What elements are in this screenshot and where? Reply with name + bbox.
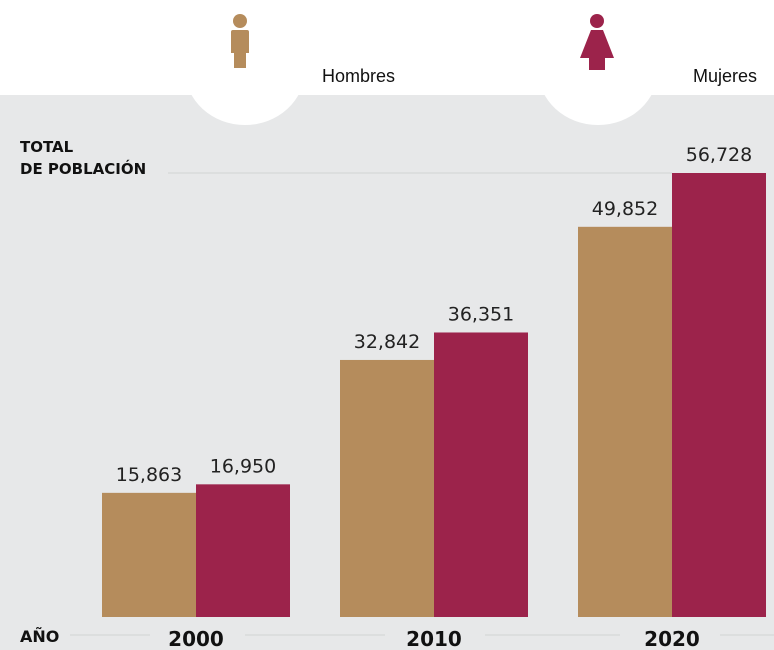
bar-mujeres-2010 xyxy=(434,332,528,617)
bar-hombres-2000 xyxy=(102,492,196,617)
value-labels-group: 15,863 16,950 32,842 36,351 49,852 56,728 xyxy=(116,144,752,486)
value-label-hombres-2000: 15,863 xyxy=(116,464,182,486)
legend-label-hombres: Hombres xyxy=(322,66,395,86)
x-tick-label-2010: 2010 xyxy=(406,627,462,650)
value-label-hombres-2020: 49,852 xyxy=(592,198,658,220)
x-tick-label-2020: 2020 xyxy=(644,627,700,650)
ylabel-line1: TOTAL xyxy=(20,138,74,156)
bar-mujeres-2000 xyxy=(196,484,290,617)
value-label-hombres-2010: 32,842 xyxy=(354,331,420,353)
bars-group xyxy=(102,173,766,617)
bar-mujeres-2020 xyxy=(672,173,766,617)
bar-hombres-2010 xyxy=(340,359,434,617)
ylabel-line2: DE POBLACIÓN xyxy=(20,159,146,178)
legend-bubble-hombres xyxy=(185,15,305,125)
value-label-mujeres-2010: 36,351 xyxy=(448,303,514,325)
value-label-mujeres-2020: 56,728 xyxy=(686,144,752,166)
tick-labels-group: 2000 2010 2020 xyxy=(168,627,700,650)
value-label-mujeres-2000: 16,950 xyxy=(210,455,276,477)
male-person-icon xyxy=(231,14,249,68)
xlabel: AÑO xyxy=(20,627,59,646)
bar-hombres-2020 xyxy=(578,226,672,617)
x-tick-label-2000: 2000 xyxy=(168,627,224,650)
female-person-icon xyxy=(580,14,614,70)
legend-label-mujeres: Mujeres xyxy=(693,66,757,86)
